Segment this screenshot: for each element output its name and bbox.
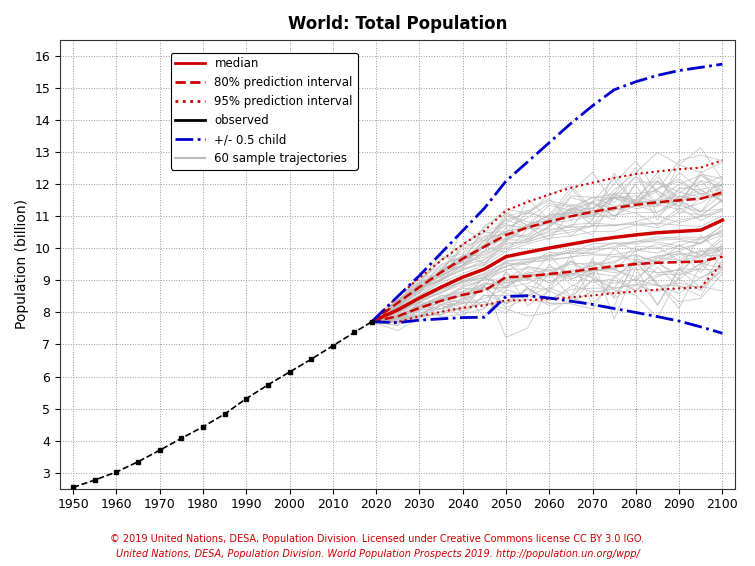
Text: United Nations, DESA, Population Division. World Population Prospects 2019. http: United Nations, DESA, Population Divisio… (116, 549, 639, 559)
Y-axis label: Population (billion): Population (billion) (15, 199, 29, 329)
Legend: median, 80% prediction interval, 95% prediction interval, observed, +/- 0.5 chil: median, 80% prediction interval, 95% pre… (171, 53, 358, 170)
Title: World: Total Population: World: Total Population (288, 15, 507, 33)
Text: © 2019 United Nations, DESA, Population Division. Licensed under Creative Common: © 2019 United Nations, DESA, Population … (110, 534, 645, 544)
